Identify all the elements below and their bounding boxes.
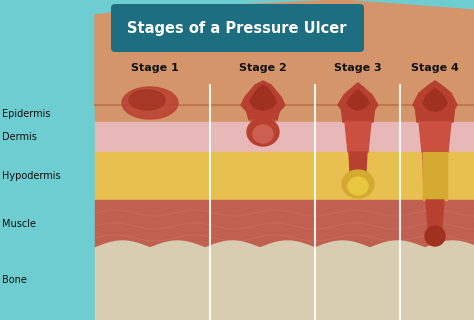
Text: Stage 3: Stage 3	[334, 63, 382, 73]
Ellipse shape	[342, 170, 374, 198]
Polygon shape	[338, 83, 378, 117]
Polygon shape	[415, 105, 455, 122]
Text: Hypodermis: Hypodermis	[2, 171, 61, 181]
Text: Dermis: Dermis	[2, 132, 37, 142]
Polygon shape	[95, 241, 474, 248]
Polygon shape	[419, 122, 451, 152]
Ellipse shape	[425, 226, 445, 246]
Ellipse shape	[122, 87, 178, 119]
Ellipse shape	[129, 90, 165, 110]
Bar	[95, 200, 474, 248]
Bar	[423, 152, 447, 200]
Polygon shape	[426, 200, 444, 238]
Text: Epidermis: Epidermis	[2, 109, 51, 119]
Polygon shape	[95, 0, 474, 105]
Text: Stages of a Pressure Ulcer: Stages of a Pressure Ulcer	[127, 20, 347, 36]
Polygon shape	[423, 152, 447, 200]
Ellipse shape	[247, 118, 279, 146]
Polygon shape	[251, 120, 275, 137]
Polygon shape	[241, 81, 285, 117]
Polygon shape	[347, 90, 369, 110]
Bar	[95, 122, 474, 152]
Bar	[95, 152, 474, 200]
Polygon shape	[341, 105, 375, 122]
Bar	[95, 248, 474, 320]
Text: Muscle: Muscle	[2, 219, 36, 229]
Polygon shape	[345, 122, 371, 152]
Text: Stage 4: Stage 4	[411, 63, 459, 73]
Ellipse shape	[253, 125, 273, 143]
Bar	[95, 105, 474, 122]
Text: Bone: Bone	[2, 275, 27, 285]
FancyBboxPatch shape	[111, 4, 364, 52]
Polygon shape	[413, 81, 457, 119]
Polygon shape	[349, 152, 367, 190]
Text: Stage 2: Stage 2	[239, 63, 287, 73]
Text: Stage 1: Stage 1	[131, 63, 179, 73]
Ellipse shape	[348, 177, 368, 195]
Polygon shape	[423, 89, 447, 111]
Polygon shape	[250, 85, 276, 110]
Polygon shape	[245, 105, 281, 120]
